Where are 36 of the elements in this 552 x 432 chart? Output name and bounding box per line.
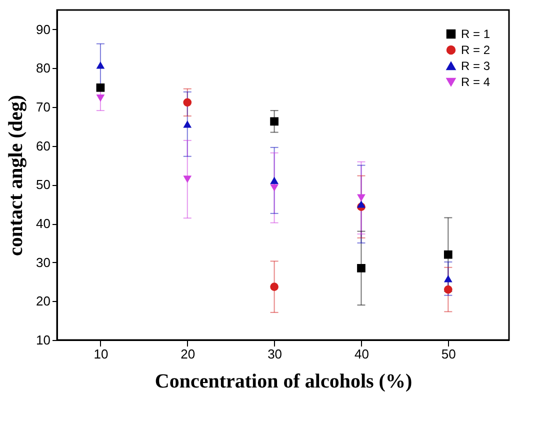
legend-label: R = 2 — [461, 43, 490, 57]
point — [96, 83, 105, 92]
point — [270, 176, 278, 184]
point — [270, 282, 278, 291]
point — [357, 264, 366, 272]
y-tick-label: 60 — [36, 138, 50, 154]
legend-label: R = 1 — [461, 27, 490, 41]
y-axis-title: contact angle (deg) — [5, 94, 28, 256]
point — [444, 275, 452, 282]
point — [183, 176, 192, 183]
point — [357, 194, 366, 202]
point — [96, 62, 105, 69]
legend-label: R = 3 — [461, 59, 490, 73]
y-tick-label: 70 — [36, 100, 50, 115]
point — [270, 117, 278, 126]
y-tick-label: 20 — [36, 294, 50, 309]
point — [183, 120, 192, 128]
y-tick-label: 90 — [36, 22, 50, 37]
point — [96, 94, 105, 102]
point — [357, 200, 366, 208]
legend-label: R = 4 — [461, 75, 490, 89]
x-tick-label: 40 — [354, 346, 369, 362]
y-tick-label: 30 — [36, 254, 50, 270]
y-tick-label: 10 — [36, 332, 50, 348]
x-tick-label: 10 — [94, 346, 108, 362]
x-tick-label: 50 — [441, 346, 456, 362]
point — [270, 184, 278, 192]
point — [444, 250, 452, 259]
x-tick-label: 20 — [180, 346, 196, 362]
y-tick-label: 40 — [36, 216, 50, 232]
x-axis-title: Concentration of alcohols (%) — [154, 370, 412, 392]
point — [444, 285, 452, 294]
y-tick-label: 80 — [36, 60, 50, 76]
point — [183, 98, 192, 107]
y-tick-label: 50 — [36, 177, 50, 192]
x-tick-label: 30 — [268, 346, 282, 362]
